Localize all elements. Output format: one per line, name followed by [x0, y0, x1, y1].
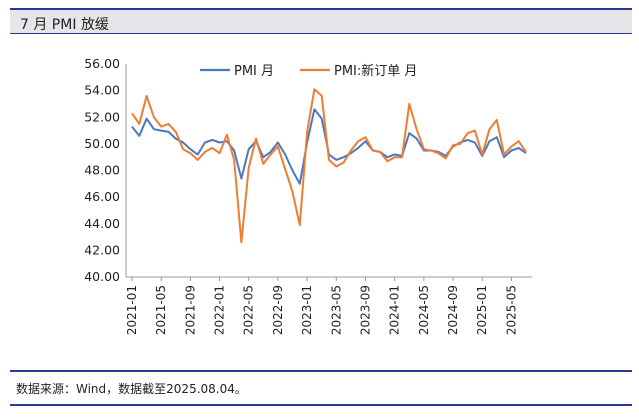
x-tick-label: 2022-01: [213, 285, 227, 335]
x-tick-label: 2021-01: [125, 285, 139, 335]
x-tick-label: 2024-01: [388, 285, 402, 335]
y-tick-label: 54.00: [84, 83, 120, 98]
y-tick-label: 50.00: [84, 136, 120, 151]
title-bar: 7 月 PMI 放缓: [10, 8, 632, 34]
x-tick-label: 2023-01: [300, 285, 314, 335]
x-tick-label: 2021-05: [154, 285, 168, 335]
x-tick-label: 2023-05: [329, 285, 343, 335]
legend-label-pmi: PMI 月: [234, 64, 274, 79]
x-tick-label: 2024-05: [417, 285, 431, 335]
source-note: 数据来源：Wind，数据截至2025.08.04。: [16, 382, 247, 396]
x-tick-label: 2021-09: [183, 285, 197, 335]
line-chart: 40.00 42.00 44.00 46.00 48.00 50.00 52.00 54.00…: [84, 56, 532, 335]
x-tick-label: 2022-09: [271, 285, 285, 335]
series-line-new-orders: [131, 88, 527, 244]
series-line-pmi: [131, 108, 527, 185]
y-tick-label: 52.00: [84, 109, 120, 124]
y-tick-label: 48.00: [84, 163, 120, 178]
legend-label-new-orders: PMI:新订单 月: [334, 63, 417, 79]
x-tick-label: 2025-01: [475, 285, 489, 335]
y-tick-label: 44.00: [84, 216, 120, 231]
y-tick-label: 40.00: [84, 269, 120, 284]
chart-title: 7 月 PMI 放缓: [20, 17, 109, 33]
source-divider: [10, 370, 632, 372]
x-tick-label: 2022-05: [242, 285, 256, 335]
x-tick-label: 2024-09: [446, 285, 460, 335]
bottom-divider: [10, 404, 632, 406]
y-tick-label: 56.00: [84, 56, 120, 71]
x-tick-label: 2023-09: [358, 285, 372, 335]
y-tick-label: 46.00: [84, 189, 120, 204]
y-tick-label: 42.00: [84, 242, 120, 257]
chart-area: 40.00 42.00 44.00 46.00 48.00 50.00 52.00 54.00…: [10, 36, 632, 368]
x-tick-label: 2025-05: [504, 285, 518, 335]
